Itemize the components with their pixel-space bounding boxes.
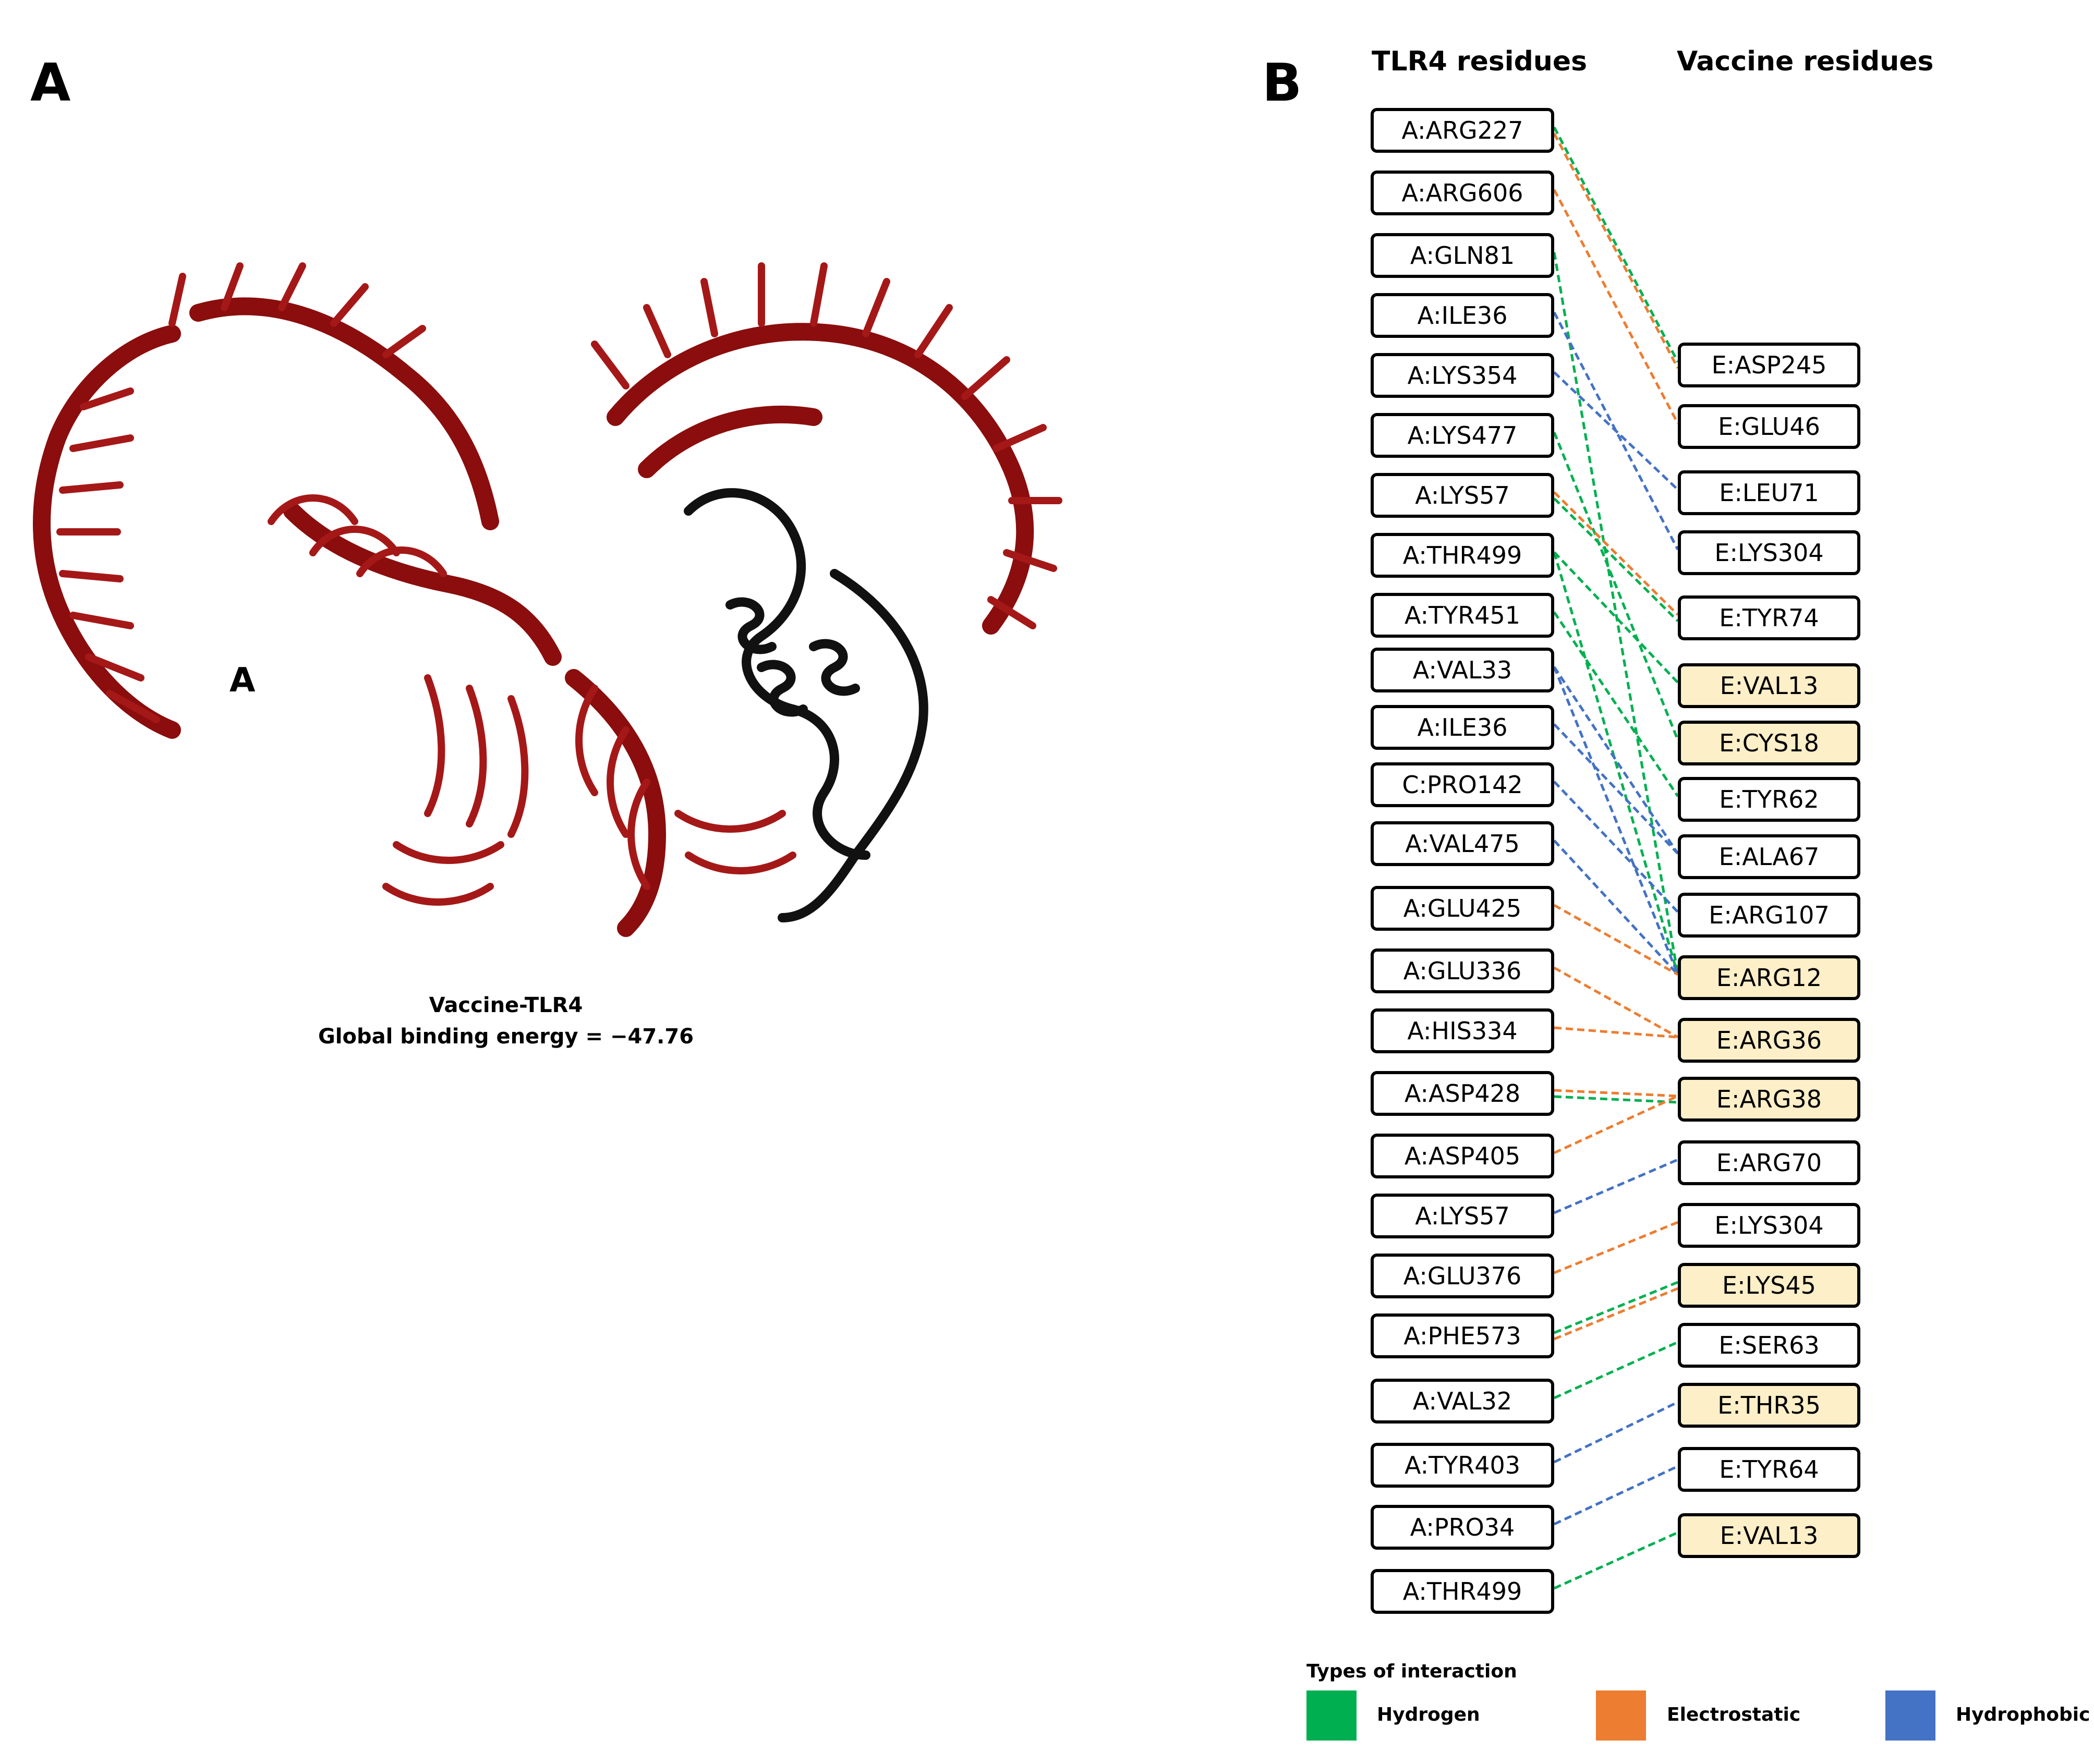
vaccine-residue-box: E:TYR64 [1678,1447,1860,1492]
interaction-line-electrostatic [1554,1221,1678,1274]
vaccine-residue-box: E:ARG70 [1678,1140,1860,1185]
interaction-line-hydrophobic [1553,1401,1679,1464]
interaction-line-hydrophobic [1553,666,1679,855]
vaccine-residue-box: E:THR35 [1678,1383,1860,1428]
tlr4-residue-box: A:VAL475 [1371,821,1554,866]
vaccine-residue-box: E:LYS45 [1678,1263,1860,1308]
tlr4-residue-box: A:TYR451 [1371,593,1554,638]
vaccine-residues-header: Vaccine residues [1677,46,1934,77]
tlr4-residue-box: A:GLU376 [1371,1254,1554,1298]
protein-chain-label: A [229,661,256,700]
vaccine-residue-box: E:LYS304 [1678,1203,1860,1248]
legend-hydrophobic-label: Hydrophobic [1956,1704,2090,1725]
interaction-line-electrostatic [1553,491,1679,616]
interaction-line-hydrophobic [1553,666,1679,975]
tlr4-residue-box: A:ASP428 [1371,1071,1554,1116]
interaction-line-hydrophobic [1553,840,1679,976]
interaction-line-hydrophobic [1553,311,1679,551]
interaction-line-hydrogen [1554,1281,1678,1334]
interaction-line-electrostatic [1553,966,1679,1039]
vaccine-residue-box: E:TYR62 [1678,777,1860,822]
panel-b-letter: B [1262,52,1302,113]
legend-electrostatic-label: Electrostatic [1667,1704,1801,1725]
vaccine-residue-box: E:ARG12 [1678,955,1860,1000]
vaccine-residue-box: E:ALA67 [1678,834,1860,879]
tlr4-residue-box: A:LYS477 [1371,413,1554,458]
interaction-line-hydrogen [1553,611,1679,797]
tlr4-residue-box: A:LYS57 [1371,1194,1554,1238]
vaccine-residue-box: E:TYR74 [1678,595,1860,640]
tlr4-residue-box: A:ARG227 [1371,108,1554,153]
tlr4-residue-box: A:VAL32 [1371,1379,1554,1424]
interaction-line-electrostatic [1553,132,1679,369]
tlr4-residue-box: A:ARG606 [1371,171,1554,215]
interaction-line-electrostatic [1554,1089,1678,1098]
tlr4-residue-box: A:THR499 [1371,533,1554,578]
vaccine-residue-box: E:ARG38 [1678,1077,1860,1122]
legend-hydrogen-swatch [1306,1690,1357,1741]
legend-title: Types of interaction [1306,1661,1517,1682]
interaction-line-electrostatic [1554,1287,1678,1341]
tlr4-residue-box: A:THR499 [1371,1569,1554,1614]
legend-electrostatic-swatch [1596,1690,1646,1741]
vaccine-residue-box: E:VAL13 [1678,663,1860,708]
interaction-line-electrostatic [1554,1026,1678,1039]
interaction-line-hydrogen [1553,252,1679,975]
interaction-line-hydrophobic [1553,371,1679,491]
interaction-line-hydrophobic [1553,781,1679,913]
legend-hydrogen-label: Hydrogen [1377,1704,1480,1725]
tlr4-residue-box: A:GLN81 [1371,233,1554,278]
vaccine-residue-box: E:VAL13 [1678,1513,1860,1558]
protein-structure-illustration [33,262,1062,937]
interaction-line-electrostatic [1553,904,1679,976]
tlr4-residue-box: A:GLU425 [1371,886,1554,931]
interaction-line-hydrophobic [1554,1158,1678,1214]
vaccine-residue-box: E:LYS304 [1678,530,1860,575]
vaccine-residue-box: E:ARG36 [1678,1018,1860,1063]
vaccine-residue-box: E:ARG107 [1678,893,1860,938]
legend-hydrophobic-swatch [1885,1690,1935,1741]
interaction-line-hydrogen [1553,432,1679,740]
interaction-line-hydrophobic [1553,723,1679,855]
tlr4-residue-box: A:ILE36 [1371,293,1554,338]
tlr4-residue-box: A:PRO34 [1371,1505,1554,1550]
tlr4-residue-box: A:ASP405 [1371,1134,1554,1178]
tlr4-residue-box: A:GLU336 [1371,948,1554,993]
tlr4-residue-box: A:LYS354 [1371,353,1554,398]
tlr4-residue-box: A:TYR403 [1371,1443,1554,1488]
interaction-line-hydrogen [1554,1095,1678,1104]
vaccine-residue-box: E:LEU71 [1678,470,1860,515]
tlr4-residue-box: A:PHE573 [1371,1313,1554,1358]
vaccine-residue-box: E:GLU46 [1678,404,1860,449]
interaction-line-electrostatic [1553,189,1679,424]
tlr4-residue-box: A:HIS334 [1371,1008,1554,1053]
complex-name-caption: Vaccine-TLR4 [429,993,583,1017]
tlr4-residues-header: TLR4 residues [1372,46,1588,77]
interaction-line-hydrogen [1553,1531,1679,1590]
binding-energy-caption: Global binding energy = −47.76 [318,1025,694,1049]
tlr4-residue-box: C:PRO142 [1371,762,1554,807]
interaction-line-electrostatic [1553,1094,1679,1154]
interaction-line-hydrogen [1553,552,1679,975]
interaction-line-hydrophobic [1553,1465,1679,1526]
interaction-line-hydrogen [1553,126,1679,363]
tlr4-residue-box: A:LYS57 [1371,473,1554,518]
interaction-line-hydrogen [1553,1341,1679,1400]
panel-a-letter: A [30,52,71,113]
tlr4-residue-box: A:ILE36 [1371,705,1554,750]
interaction-line-hydrogen [1553,551,1679,684]
interaction-line-hydrogen [1553,497,1679,622]
vaccine-residue-box: E:ASP245 [1678,343,1860,387]
vaccine-residue-box: E:SER63 [1678,1323,1860,1368]
vaccine-residue-box: E:CYS18 [1678,721,1860,765]
tlr4-residue-box: A:VAL33 [1371,648,1554,692]
